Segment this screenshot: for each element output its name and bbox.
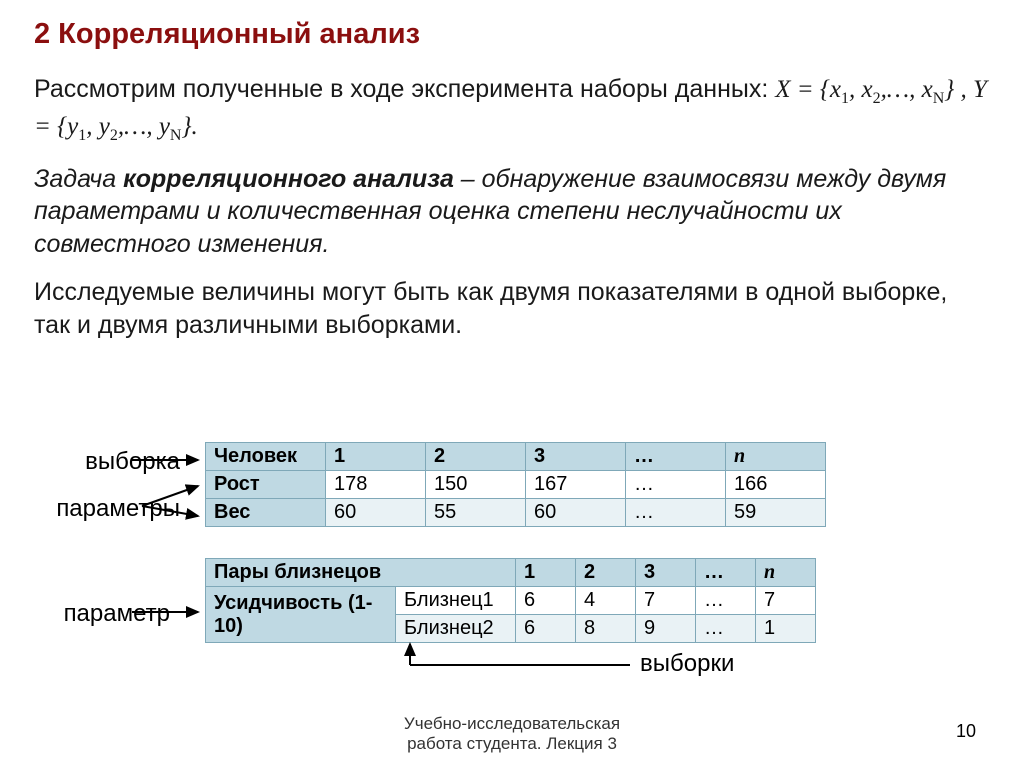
intro-paragraph: Рассмотрим полученные в ходе эксперимент… bbox=[34, 73, 990, 147]
section-heading: 2 Корреляционный анализ bbox=[34, 18, 990, 51]
footer: Учебно-исследовательская работа студента… bbox=[0, 714, 1024, 754]
footer-line-1: Учебно-исследовательская bbox=[404, 714, 620, 733]
table-row: Человек 1 2 3 … n bbox=[206, 443, 826, 471]
table-row: Пары близнецов 1 2 3 … n bbox=[206, 559, 816, 587]
footer-line-2: работа студента. Лекция 3 bbox=[407, 734, 617, 753]
arrow-vyborki-icon bbox=[390, 640, 640, 680]
task-paragraph: Задача корреляционного анализа – обнаруж… bbox=[34, 163, 990, 261]
table-twins: Пары близнецов 1 2 3 … n Усидчивость (1-… bbox=[205, 558, 816, 643]
formula-sep: , bbox=[961, 76, 974, 103]
table-row: Усидчивость (1-10) Близнец1 6 4 7 … 7 bbox=[206, 587, 816, 615]
page-number: 10 bbox=[956, 721, 976, 742]
intro-text: Рассмотрим полученные в ходе эксперимент… bbox=[34, 75, 775, 103]
table-sample: Человек 1 2 3 … n Рост 178 150 167 … 166… bbox=[205, 442, 826, 527]
label-parametry: параметры bbox=[10, 495, 180, 523]
formula-x: X = {x1, x2,…, xN} bbox=[775, 76, 960, 103]
label-vyborka: выборка bbox=[10, 448, 180, 476]
label-vyborki: выборки bbox=[640, 650, 734, 678]
table-row: Рост 178 150 167 … 166 bbox=[206, 471, 826, 499]
values-paragraph: Исследуемые величины могут быть как двум… bbox=[34, 276, 990, 341]
table-row: Вес 60 55 60 … 59 bbox=[206, 499, 826, 527]
label-parametr: параметр bbox=[0, 600, 170, 628]
